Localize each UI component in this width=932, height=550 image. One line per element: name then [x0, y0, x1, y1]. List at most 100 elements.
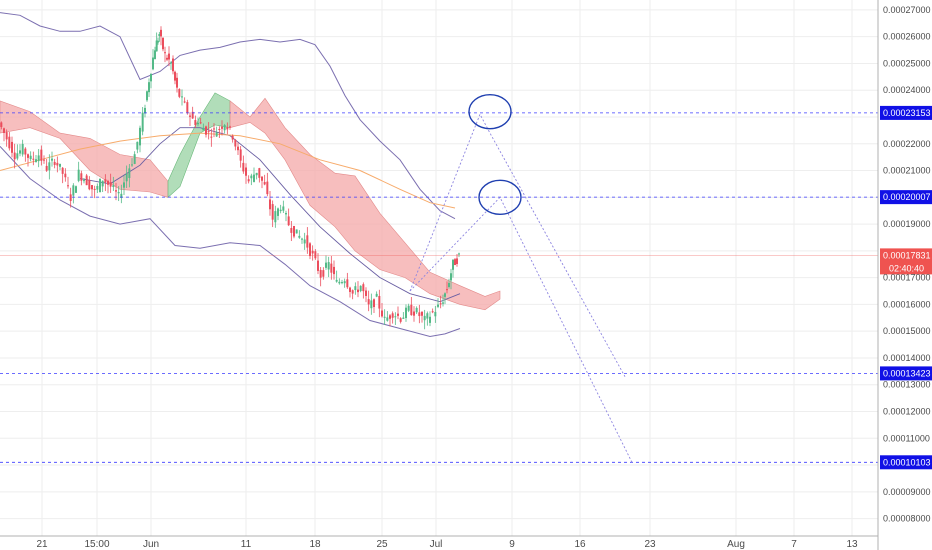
candle-body [287, 216, 290, 226]
candle-body [301, 238, 303, 240]
y-tick-label-19: 0.00008000 [883, 514, 931, 524]
candle-body [146, 91, 148, 101]
candle-body [354, 286, 357, 291]
candle-body [205, 126, 207, 135]
price-level-tag-label-3: 0.00010103 [883, 457, 931, 467]
candle-body [172, 58, 174, 72]
candle-body [341, 282, 343, 284]
candle-body [333, 266, 335, 275]
y-tick-label-6: 0.00021000 [883, 166, 931, 176]
candle-body [446, 289, 448, 291]
candle-body [277, 208, 279, 216]
candle-body [378, 295, 381, 309]
candle-body [194, 120, 197, 126]
candle-body [271, 204, 274, 220]
price-level-tag-label-2: 0.00013423 [883, 368, 931, 378]
candle-body [152, 57, 154, 70]
candle-body [309, 243, 311, 257]
candle-body [51, 158, 53, 161]
candle-body [5, 132, 8, 140]
candle-body [391, 313, 394, 318]
candle-body [19, 150, 21, 154]
candle-body [448, 282, 450, 288]
candle-body [239, 149, 242, 161]
candle-body [13, 152, 16, 160]
candle-body [231, 135, 234, 140]
candle-body [131, 164, 133, 166]
candle-body [43, 159, 45, 161]
candle-body [158, 34, 161, 36]
candle-body [120, 193, 123, 198]
candle-body [45, 165, 48, 171]
candle-body [362, 284, 365, 292]
candle-body [349, 287, 351, 292]
candle-body [266, 181, 269, 195]
time-axis[interactable]: 21 15:00 Jun 11 18 25 Jul 9 16 23 Aug 7 13 [0, 535, 878, 550]
candle-body [221, 126, 223, 129]
candle-body [85, 175, 88, 186]
candlestick-series [0, 26, 460, 330]
candle-body [314, 251, 317, 259]
candle-body [99, 178, 101, 193]
annotation-circle-0 [468, 93, 512, 130]
x-tick-label-5: 25 [376, 539, 388, 550]
candle-body [389, 315, 391, 319]
candle-body [29, 155, 32, 160]
candle-body [61, 167, 64, 174]
candle-body [59, 163, 61, 167]
candle-body [429, 316, 431, 323]
candle-body [365, 290, 367, 296]
y-tick-label-14: 0.00013000 [883, 380, 931, 390]
candle-body [373, 299, 375, 308]
candle-body [370, 300, 373, 309]
candle-body [136, 141, 139, 150]
candle-body [338, 281, 341, 284]
price-axis[interactable]: 0.00023153 0.00020007 0.00013423 0.00010103… [877, 0, 932, 550]
candle-body [11, 141, 13, 153]
horizontal-levels [0, 112, 878, 463]
candle-body [375, 293, 378, 297]
candle-body [359, 285, 362, 292]
price-level-tag-3 [880, 455, 932, 470]
candle-body [117, 192, 120, 194]
candle-body [197, 123, 199, 125]
x-tick-label-10: Aug [727, 539, 745, 550]
x-tick-label-4: 18 [309, 539, 321, 550]
candle-body [215, 132, 218, 137]
candle-body [56, 162, 59, 166]
candle-body [306, 235, 309, 248]
candle-body [141, 112, 144, 132]
candle-body [343, 281, 346, 284]
candle-body [269, 199, 271, 210]
candle-body [410, 304, 413, 316]
y-tick-label-8: 0.00019000 [883, 219, 931, 229]
candle-body [426, 313, 429, 319]
candle-body [48, 162, 51, 171]
candle-body [255, 172, 258, 176]
candle-body [213, 128, 215, 130]
bollinger-upper-line [0, 12, 456, 220]
candle-body [112, 185, 115, 188]
candle-body [381, 310, 383, 317]
x-tick-label-7: 9 [509, 539, 515, 550]
candle-body [125, 173, 128, 182]
y-tick-label-1: 0.00026000 [883, 32, 931, 42]
candle-body [263, 182, 266, 185]
candle-body [274, 211, 277, 223]
candle-body [139, 127, 141, 146]
candle-body [166, 57, 168, 60]
projection-drawings [409, 93, 633, 463]
candle-body [53, 161, 56, 165]
candle-body [293, 226, 295, 237]
candle-body [298, 235, 301, 238]
candle-body [123, 182, 125, 188]
candle-body [402, 317, 405, 319]
candle-body [96, 186, 99, 190]
candle-body [144, 107, 146, 114]
candle-body [183, 101, 186, 103]
candle-body [351, 290, 354, 294]
chart-grid [0, 0, 878, 536]
x-tick-label-2: Jun [143, 539, 159, 550]
